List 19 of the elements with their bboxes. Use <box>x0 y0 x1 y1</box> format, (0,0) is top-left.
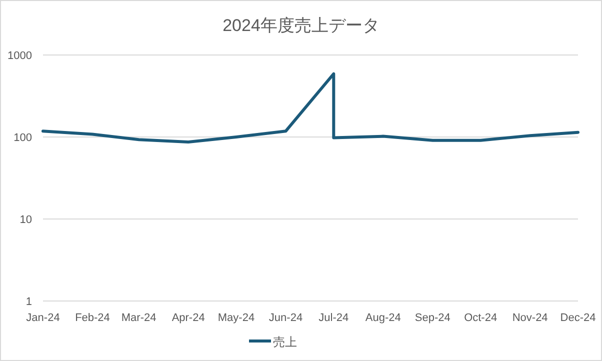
legend-label: 売上 <box>273 335 297 349</box>
x-tick-label: Jul-24 <box>318 312 349 324</box>
line-series <box>42 72 580 144</box>
y-tick-label: 100 <box>14 132 32 144</box>
x-tick-label: Jan-24 <box>26 312 60 324</box>
x-tick-label: Sep-24 <box>414 312 450 324</box>
x-tick-label: Aug-24 <box>365 312 401 324</box>
x-tick-label: Dec-24 <box>560 312 596 324</box>
x-tick-label: Mar-24 <box>121 312 156 324</box>
x-tick-label: Oct-24 <box>464 312 498 324</box>
chart-title: 2024年度売上データ <box>222 16 380 35</box>
y-tick-label: 10 <box>20 214 32 226</box>
x-tick-label: Nov-24 <box>512 312 548 324</box>
x-tick-label: Feb-24 <box>75 312 110 324</box>
x-tick-label: Jun-24 <box>268 312 303 324</box>
y-tick-label: 1 <box>26 296 32 308</box>
x-tick-label: Apr-24 <box>172 312 205 324</box>
x-tick-label: May-24 <box>218 312 255 324</box>
y-tick-label: 1000 <box>8 50 32 62</box>
